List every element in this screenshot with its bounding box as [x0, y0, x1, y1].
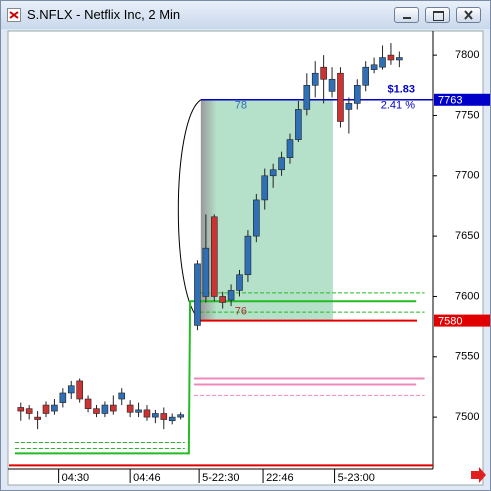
- y-tick-label: 7650: [455, 230, 479, 242]
- change-pct-label: 2.41 %: [381, 100, 415, 112]
- title-bar: S.NFLX - Netflix Inc, 2 Min: [1, 1, 490, 29]
- candle-body: [93, 408, 100, 414]
- y-tick-label: 7550: [455, 351, 479, 363]
- candle-body: [345, 103, 353, 110]
- candle-body: [328, 78, 336, 92]
- scroll-arrow[interactable]: [471, 467, 486, 483]
- candle-body: [362, 66, 369, 86]
- y-tick-label: 7700: [455, 170, 479, 182]
- candle-body: [353, 84, 361, 104]
- candle-body: [286, 139, 294, 158]
- x-tick-label: 04:46: [133, 472, 161, 484]
- candle-body: [320, 66, 327, 80]
- candle-body: [295, 109, 302, 140]
- candle-body: [269, 169, 277, 177]
- candle-body: [51, 404, 58, 412]
- candle-body: [210, 216, 218, 297]
- y-tick-label: 7500: [455, 411, 479, 423]
- candle-body: [387, 54, 395, 61]
- change-label: $1.83: [387, 84, 415, 96]
- x-tick-label: 5-22:30: [202, 472, 239, 484]
- candle-body: [379, 57, 386, 68]
- candle-body: [303, 84, 311, 110]
- candle-body: [177, 414, 184, 418]
- candle-body: [311, 72, 319, 86]
- candle-body: [135, 409, 142, 413]
- candle-body: [17, 407, 25, 412]
- candle-body: [253, 199, 260, 237]
- candle-body: [337, 72, 344, 122]
- candle-body: [202, 247, 210, 297]
- window-title: S.NFLX - Netflix Inc, 2 Min: [27, 7, 181, 22]
- candle-body: [244, 235, 252, 276]
- candle-body: [59, 392, 67, 403]
- candle-body: [236, 274, 243, 291]
- box-label: 78: [235, 100, 247, 112]
- candle-body: [42, 404, 50, 414]
- price-box-label: 7580: [438, 315, 462, 327]
- candle-body: [25, 408, 33, 414]
- candle-body: [168, 416, 176, 422]
- close-button[interactable]: [456, 7, 481, 23]
- candle-body: [126, 404, 134, 413]
- candle-body: [118, 392, 126, 400]
- candle-body: [34, 416, 41, 420]
- candle-body: [152, 413, 159, 418]
- candle-body: [160, 413, 168, 420]
- y-tick-label: 7800: [455, 49, 479, 61]
- y-tick-label: 7750: [455, 109, 479, 121]
- candle-body: [84, 398, 92, 409]
- candle-body: [227, 290, 235, 301]
- candle-body: [370, 64, 378, 70]
- chart: 78 76 $1.83 2.41 % 7500 7550 7600 7650 7700 7750 7…: [7, 30, 490, 486]
- candle-body: [110, 404, 117, 412]
- x-tick-label: 5-23:00: [338, 472, 375, 484]
- price-box-label: 7763: [438, 95, 462, 107]
- x-tick-label: 04:30: [62, 472, 90, 484]
- range-box: [200, 99, 333, 321]
- candle-body: [67, 385, 75, 394]
- price-box: [434, 314, 490, 327]
- candle-body: [219, 296, 226, 303]
- app-icon: [7, 8, 21, 22]
- price-box: [434, 93, 490, 106]
- minimize-button[interactable]: [394, 7, 419, 23]
- candle-body: [76, 380, 83, 400]
- y-tick-label: 7600: [455, 290, 479, 302]
- candle-body: [396, 57, 403, 61]
- box-label: 76: [235, 305, 247, 317]
- candle-body: [143, 409, 151, 418]
- x-tick-label: 22:46: [266, 472, 294, 484]
- step-line: [184, 300, 195, 455]
- candle-body: [101, 404, 109, 414]
- candle-body: [261, 175, 269, 201]
- candle-body: [194, 263, 201, 326]
- candle-body: [278, 157, 285, 171]
- maximize-button[interactable]: [425, 7, 450, 23]
